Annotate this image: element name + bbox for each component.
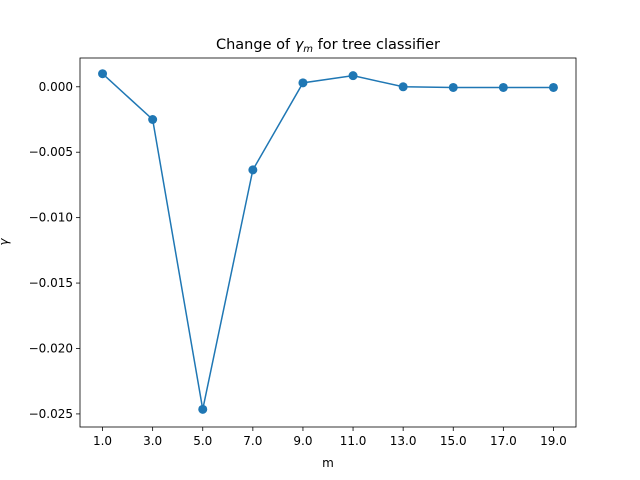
y-tick-label-2: −0.010 [29,211,73,225]
data-point-0 [98,69,108,79]
x-tick-label-1: 3.0 [143,434,162,448]
data-point-1 [148,115,158,124]
y-tick-label-5: −0.025 [29,407,73,421]
x-tick-label-7: 15.0 [440,434,467,448]
x-tick-label-8: 17.0 [490,434,517,448]
chart-title-suffix: for tree classifier [313,37,440,53]
y-tick-label-4: −0.020 [29,341,73,355]
y-tick-label-0: 0.000 [39,80,73,94]
chart-title-prefix: Change of [216,37,295,53]
chart-title: Change of γm for tree classifier [216,37,440,55]
x-tick-label-4: 9.0 [293,434,312,448]
x-tick-label-2: 5.0 [193,434,212,448]
data-point-3 [248,165,258,175]
data-point-5 [348,71,358,81]
plot-frame [79,57,577,428]
data-point-8 [498,82,508,92]
chart-title-symbol: γ [295,37,305,53]
data-point-6 [398,82,408,92]
x-tick-label-3: 7.0 [243,434,262,448]
chart-title-subscript: m [303,44,313,55]
x-axis-label: m [322,456,334,470]
x-tick-label-9: 19.0 [540,434,567,448]
series-line-0 [102,73,554,410]
data-point-2 [198,404,208,414]
plot-area: 1.0 3.0 5.0 7.0 9.0 11.0 13.0 15.0 17.0 19.0 0.000… [29,57,577,448]
x-tick-label-0: 1.0 [93,434,112,448]
y-tick-label-3: −0.015 [29,276,73,290]
data-point-4 [298,78,308,88]
y-axis-label: γ [0,238,11,246]
y-tick-label-1: −0.005 [29,145,73,159]
data-point-9 [548,82,558,92]
x-tick-label-5: 11.0 [340,434,367,448]
data-point-7 [448,82,458,92]
x-tick-label-6: 13.0 [390,434,417,448]
